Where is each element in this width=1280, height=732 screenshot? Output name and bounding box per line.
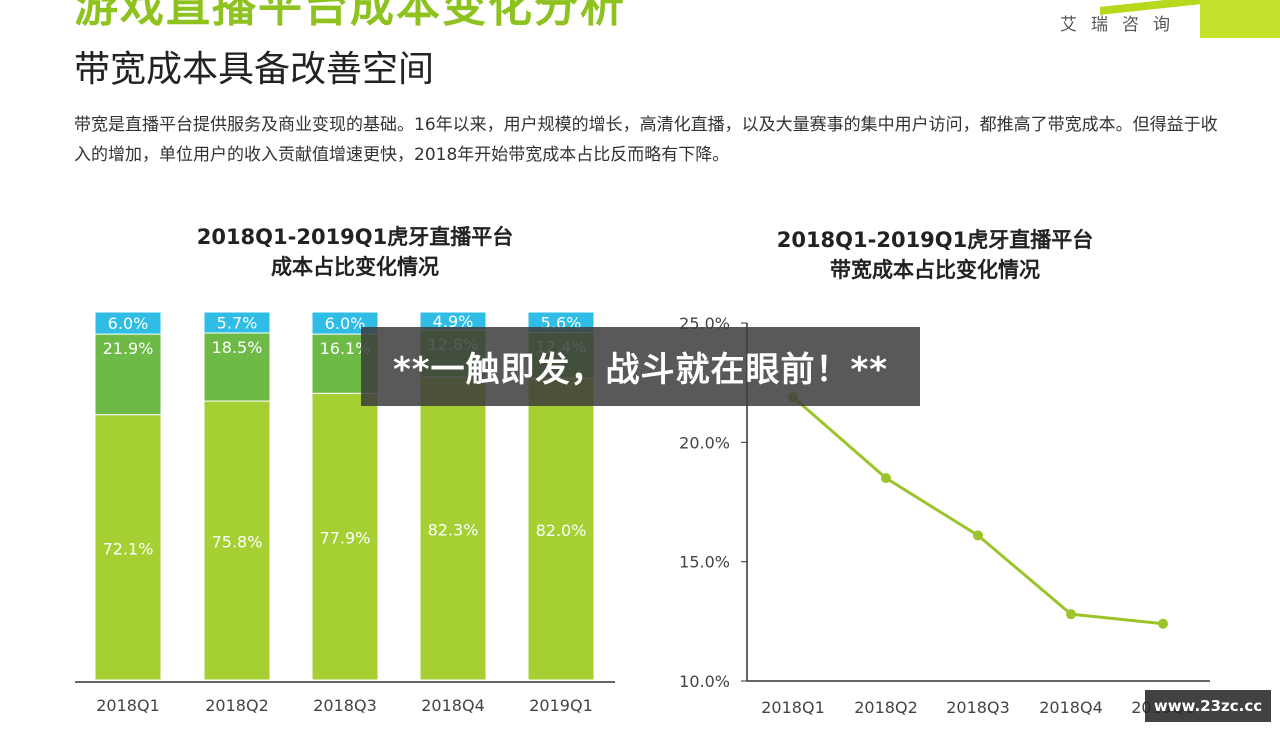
line-point <box>1158 618 1168 629</box>
bar-data-label: 82.0% <box>536 521 587 540</box>
bar-data-label: 75.8% <box>212 533 263 552</box>
bar-category-label: 2018Q3 <box>313 696 377 715</box>
line-point <box>973 530 983 541</box>
line-category-label: 2018Q1 <box>761 698 825 717</box>
line-point <box>881 473 891 484</box>
bar-data-label: 6.0% <box>325 314 366 333</box>
line-category-label: 2018Q3 <box>946 698 1010 717</box>
bar-segment-bottom <box>94 414 162 681</box>
line-point <box>1066 609 1076 620</box>
bar-chart-title: 2018Q1-2019Q1虎牙直播平台 成本占比变化情况 <box>130 222 580 282</box>
bar-segment-bottom <box>203 400 271 681</box>
bar-chart-title-line2: 成本占比变化情况 <box>271 255 439 279</box>
bar-category-label: 2018Q1 <box>96 696 160 715</box>
line-chart-title-line1: 2018Q1-2019Q1虎牙直播平台 <box>776 228 1094 252</box>
bar-chart-title-line1: 2018Q1-2019Q1虎牙直播平台 <box>196 225 514 249</box>
bar-segment-bottom <box>311 392 379 681</box>
bar-data-label: 21.9% <box>103 339 154 358</box>
promo-overlay-banner: **一触即发，战斗就在眼前！** <box>361 327 920 406</box>
bar-data-label: 72.1% <box>103 539 154 558</box>
bar-segment-top <box>203 311 271 334</box>
line-chart-y-tick-label: 20.0% <box>679 433 730 452</box>
line-chart-y-tick-label: 10.0% <box>679 672 730 691</box>
bar-segment-middle <box>94 333 162 416</box>
bar-data-label: 18.5% <box>212 338 263 357</box>
brand-name: 艾瑞咨询 <box>1060 15 1184 35</box>
bar-segment-middle <box>203 332 271 402</box>
site-watermark: www.23zc.cc <box>1145 690 1271 722</box>
bar-data-label: 6.0% <box>108 314 149 333</box>
bar-data-label: 77.9% <box>320 529 371 548</box>
bar-data-label: 5.7% <box>217 313 258 332</box>
bar-category-label: 2019Q1 <box>529 696 593 715</box>
line-category-label: 2018Q2 <box>854 698 918 717</box>
line-category-label: 2018Q4 <box>1039 698 1103 717</box>
bar-data-label: 16.1% <box>320 339 371 358</box>
bar-category-label: 2018Q2 <box>205 696 269 715</box>
page-description: 带宽是直播平台提供服务及商业变现的基础。16年以来，用户规模的增长，高清化直播，… <box>74 115 1218 165</box>
bar-segment-top <box>94 311 162 335</box>
bar-segment-bottom <box>419 376 487 681</box>
page-subtitle: 带宽成本具备改善空间 <box>74 49 435 90</box>
line-chart-title-line2: 带宽成本占比变化情况 <box>830 258 1040 282</box>
line-chart-title: 2018Q1-2019Q1虎牙直播平台 带宽成本占比变化情况 <box>710 225 1160 285</box>
line-chart-y-tick-label: 15.0% <box>679 553 730 572</box>
brand-accent-block <box>1200 0 1280 38</box>
bar-data-label: 4.9% <box>433 312 474 331</box>
bar-data-label: 82.3% <box>428 521 479 540</box>
line-series <box>792 395 1164 626</box>
report-top-title: 游戏直播平台成本变化分析 <box>74 0 626 32</box>
bar-category-label: 2018Q4 <box>421 696 485 715</box>
